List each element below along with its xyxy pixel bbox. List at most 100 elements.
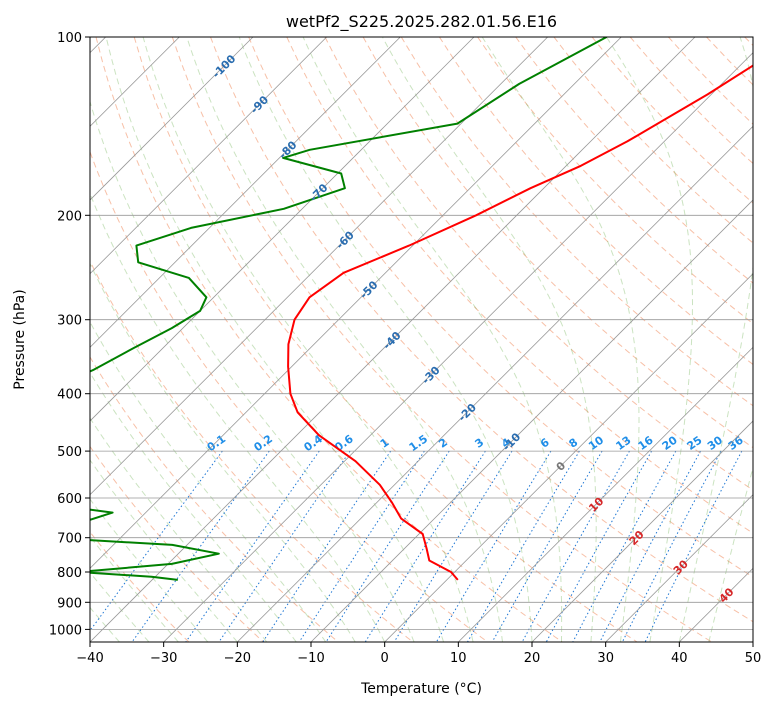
plot-area: 0.1 0.2 0.4 0.6 1 1.5 2 3 4 6 8 10 13 16 20 25 30 36 -100… — [90, 37, 753, 642]
moist-adiabat-label: 0 — [554, 459, 569, 474]
isotherm-line — [163, 52, 753, 642]
dry-adiabat-line — [90, 445, 264, 642]
isotherm-line — [90, 37, 475, 422]
mixing-ratio-label: 2 — [436, 436, 450, 451]
dry-adiabat-label: -60 — [334, 228, 357, 251]
mixing-ratio-label: 30 — [705, 433, 725, 453]
y-axis: 100 200 300 400 500 600 700 800 900 1000 — [49, 31, 90, 638]
x-tick-label: −40 — [76, 651, 103, 666]
moist-adiabat-label: 30 — [671, 557, 691, 577]
isotherms — [90, 37, 753, 642]
isotherm-line — [310, 199, 753, 642]
dry-adiabat-line — [133, 37, 638, 642]
dry-adiabat-line — [171, 37, 712, 642]
isotherm-line — [237, 125, 753, 642]
mixing-ratio-line — [90, 450, 223, 632]
y-axis-title: Pressure (hPa) — [12, 289, 28, 389]
moist-adiabat-line — [90, 192, 386, 642]
moist-adiabat-line — [186, 37, 503, 642]
x-tick-label: −30 — [150, 651, 177, 666]
dry-adiabat-line — [668, 37, 753, 125]
dry-adiabat-line — [553, 37, 753, 244]
series-lines — [90, 37, 753, 581]
mixing-ratio-line — [545, 450, 653, 642]
moist-adiabat-line — [90, 459, 238, 642]
x-tick-label: 10 — [450, 651, 467, 666]
mixing-ratio-label: 25 — [684, 434, 704, 453]
mixing-ratio-line — [599, 450, 701, 642]
dry-adiabat-label: -90 — [248, 93, 271, 116]
dry-adiabat-label: -100 — [210, 52, 239, 81]
dry-adiabat-line — [90, 150, 488, 642]
moist-adiabat-line — [90, 371, 297, 642]
isotherm-line — [605, 494, 753, 642]
moist-adiabat-line — [90, 535, 179, 642]
mixing-ratio-label: 20 — [660, 433, 680, 453]
moist-adiabat-line — [90, 262, 356, 642]
isotherm-line — [384, 273, 753, 642]
moist-adiabat-line — [105, 37, 445, 642]
y-tick-label: 700 — [57, 532, 82, 547]
y-tick-label: 1000 — [49, 623, 82, 638]
dry-adiabat-label: -50 — [357, 278, 380, 301]
moist-adiabat-line — [302, 37, 563, 642]
moist-adiabats — [90, 37, 753, 642]
moist-adiabat-line — [90, 498, 209, 642]
moist-adiabat-label: 10 — [586, 495, 606, 515]
isotherm-line — [752, 641, 753, 642]
mixing-ratio-line — [644, 450, 743, 642]
dry-adiabat-line — [706, 37, 753, 86]
moist-adiabat-line — [708, 465, 753, 642]
y-tick-label: 100 — [57, 31, 82, 46]
mixing-ratio-label: 13 — [613, 434, 633, 453]
mixing-ratio-line — [572, 450, 677, 642]
dry-adiabat-label: -70 — [307, 181, 330, 204]
x-tick-label: −20 — [224, 651, 251, 666]
moist-adiabat-label: 20 — [627, 528, 647, 548]
isotherm-line — [679, 567, 753, 642]
series-line — [90, 37, 608, 581]
x-axis: −40 −30 −20 −10 0 10 20 30 40 50 — [76, 642, 761, 666]
dry-adiabat-line — [210, 37, 753, 623]
mixing-ratio-line — [131, 450, 270, 642]
moist-adiabat-line — [90, 417, 268, 642]
dry-adiabat-line — [90, 259, 414, 642]
dry-adiabat-line — [591, 37, 753, 204]
mixing-ratio-label: 10 — [586, 433, 606, 453]
x-axis-title: Temperature (°C) — [360, 681, 482, 697]
mixing-ratio-line — [325, 450, 450, 642]
y-tick-label: 300 — [57, 314, 82, 329]
moist-adiabat-line — [678, 37, 753, 642]
x-tick-label: 40 — [671, 651, 688, 666]
isobars — [90, 37, 753, 630]
y-tick-label: 900 — [57, 596, 82, 611]
dry-adiabat-line — [90, 356, 339, 642]
x-tick-label: 50 — [745, 651, 762, 666]
moist-adiabat-line — [381, 37, 597, 642]
x-tick-label: 0 — [381, 651, 389, 666]
moist-adiabat-line — [238, 37, 533, 642]
y-tick-label: 200 — [57, 209, 82, 224]
mixing-ratio-line — [491, 450, 603, 642]
mixing-ratio-line — [185, 450, 320, 642]
mixing-ratio-label: 1 — [378, 436, 392, 451]
dry-adiabat-line — [744, 37, 753, 47]
dry-adiabat-label: -10 — [500, 430, 523, 453]
mixing-ratio-label: 36 — [726, 433, 746, 453]
x-tick-label: −10 — [297, 651, 324, 666]
dry-adiabat-line — [477, 37, 753, 325]
dry-adiabat-line — [324, 37, 753, 491]
dry-adiabat-label: -30 — [419, 363, 442, 386]
moist-adiabat-line — [142, 37, 474, 642]
isotherm-line — [90, 37, 327, 275]
dry-adiabat-label: -40 — [380, 329, 403, 352]
y-tick-label: 800 — [57, 566, 82, 581]
mixing-ratio-label: 3 — [473, 436, 487, 451]
isotherm-line — [90, 37, 622, 569]
mixing-ratio-line — [262, 450, 392, 642]
mixing-ratio-line — [621, 450, 722, 642]
isotherm-line — [458, 346, 753, 642]
mixing-ratio-line — [298, 450, 425, 642]
x-tick-label: 30 — [597, 651, 614, 666]
